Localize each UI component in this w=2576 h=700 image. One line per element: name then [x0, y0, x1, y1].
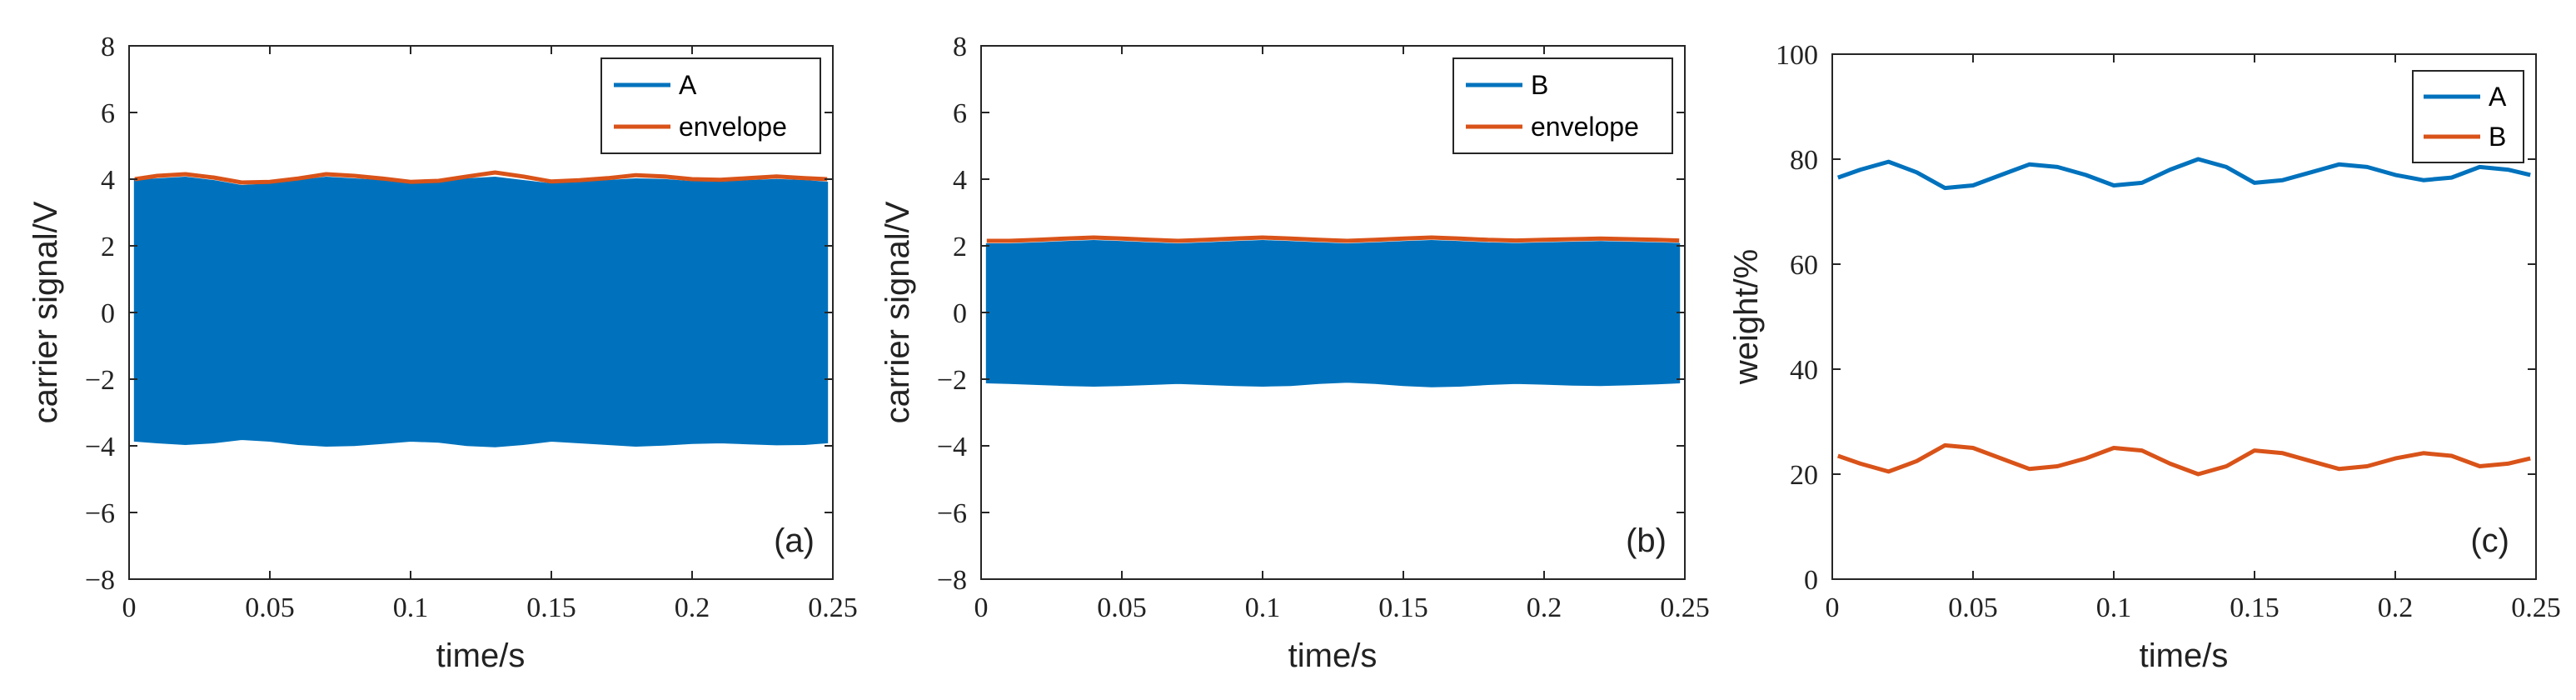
panel-c-legend-label-a: A [2489, 82, 2507, 112]
panel-b-ytick-label: 6 [953, 98, 967, 129]
panel-a-label: (a) [774, 522, 815, 559]
panel-a-ytick-label: 2 [101, 232, 115, 262]
panel-a-x-axis-label: time/s [436, 638, 526, 674]
panel-a-ytick-label: 6 [101, 98, 115, 129]
panel-c-x-ticks: 0 0.05 0.1 0.15 0.2 0.25 [1826, 592, 2561, 623]
panel-b-ytick-label: −8 [937, 565, 967, 596]
panel-b-legend-box [1452, 58, 1673, 154]
panel-c-series-b-line [1836, 442, 2531, 477]
panel-c-ytick-label: 60 [1790, 250, 1818, 281]
panel-a-xtick-label: 0.1 [393, 592, 429, 623]
panel-b-plot-area [985, 235, 1681, 388]
panel-a-ytick-label: 8 [101, 32, 115, 62]
panel-a-ytick-label: −2 [85, 365, 115, 396]
panel-c-xtick-label: 0.05 [1948, 592, 1998, 623]
panel-b-legend: B envelope [1452, 58, 1673, 154]
panel-b-xtick-label: 0.05 [1097, 592, 1147, 623]
panel-b-y-ticks: −8 −6 −4 −2 0 2 4 6 8 [937, 32, 967, 596]
panel-a-y-ticks: −8 −6 −4 −2 0 2 4 6 8 [85, 32, 115, 596]
panel-c-legend-label-b: B [2489, 122, 2506, 152]
panel-c-axes-frame [1831, 53, 2537, 580]
panel-b-legend-label-envelope: envelope [1531, 112, 1639, 142]
panel-b-x-axis-label: time/s [1288, 638, 1378, 674]
panel-a-ytick-label: −6 [85, 498, 115, 529]
panel-c-xtick-label: 0.2 [2378, 592, 2414, 623]
panel-a: −8 −6 −4 −2 0 2 4 6 8 0 0.05 0.1 0.15 0.… [27, 32, 858, 674]
panel-c-legend-box [2412, 70, 2524, 163]
panel-b-ytick-label: −2 [937, 365, 967, 396]
panel-b-xtick-label: 0.2 [1527, 592, 1562, 623]
panel-b-y-axis-label: carrier signal/V [879, 201, 916, 423]
panel-a-legend: A envelope [600, 58, 821, 154]
panel-a-xtick-label: 0.2 [675, 592, 710, 623]
panel-b-xtick-label: 0.25 [1660, 592, 1710, 623]
panel-a-xtick-label: 0 [122, 592, 137, 623]
panel-a-x-ticks: 0 0.05 0.1 0.15 0.2 0.25 [122, 592, 858, 623]
panel-a-legend-box [600, 58, 821, 154]
panel-c-plot-area [1836, 157, 2531, 477]
panel-a-ytick-label: −4 [85, 432, 115, 462]
panel-c-series-a-line [1836, 157, 2531, 191]
panel-b-ytick-label: 8 [953, 32, 967, 62]
panel-b-xtick-label: 0 [974, 592, 989, 623]
panel-b-series-envelope-line [986, 235, 1680, 243]
panel-c-ytick-label: 0 [1804, 565, 1818, 596]
panel-b-xtick-label: 0.15 [1378, 592, 1428, 623]
panel-c-ytick-label: 20 [1790, 460, 1818, 491]
panel-c-y-axis-label: weight/% [1728, 249, 1765, 385]
panel-b-ytick-label: 4 [953, 165, 967, 196]
panel-b-xtick-label: 0.1 [1245, 592, 1281, 623]
panel-c-ytick-label: 80 [1790, 145, 1818, 176]
panel-b-ytick-label: −4 [937, 432, 967, 462]
panel-a-xtick-label: 0.05 [245, 592, 295, 623]
panel-a-legend-label-envelope: envelope [679, 112, 787, 142]
panel-c-y-ticks: 0 20 40 60 80 100 [1776, 40, 1818, 596]
panel-c-ytick-label: 40 [1790, 355, 1818, 386]
panel-a-xtick-label: 0.25 [808, 592, 858, 623]
panel-b-label: (b) [1626, 522, 1667, 559]
panel-a-ytick-label: 4 [101, 165, 115, 196]
panel-c-xtick-label: 0.25 [2511, 592, 2561, 623]
panel-c-xtick-label: 0 [1826, 592, 1840, 623]
panel-c-legend: A B [2412, 70, 2524, 163]
panel-c-xtick-label: 0.15 [2230, 592, 2280, 623]
panel-a-y-axis-label: carrier signal/V [27, 201, 64, 423]
panel-b-legend-label-b: B [1531, 70, 1548, 100]
panel-b-ytick-label: 2 [953, 232, 967, 262]
panel-b-ytick-label: −6 [937, 498, 967, 529]
panel-c-x-axis-label: time/s [2140, 638, 2229, 674]
panel-a-legend-label-a: A [679, 70, 697, 100]
panel-a-xtick-label: 0.15 [526, 592, 576, 623]
panel-a-plot-area [133, 170, 829, 448]
panel-c-label: (c) [2470, 522, 2509, 559]
panel-b-x-ticks: 0 0.05 0.1 0.15 0.2 0.25 [974, 592, 1710, 623]
panel-b-ytick-label: 0 [953, 298, 967, 329]
panel-a-ytick-label: −8 [85, 565, 115, 596]
panel-a-series-envelope-line [134, 170, 828, 185]
panel-b: −8 −6 −4 −2 0 2 4 6 8 0 0.05 0.1 0.15 0.… [879, 32, 1710, 674]
panel-a-series-a-band [133, 176, 829, 448]
panel-b-series-b-band [985, 239, 1681, 388]
panel-c-ytick-label: 100 [1776, 40, 1818, 71]
panel-c-xtick-label: 0.1 [2096, 592, 2132, 623]
panel-c: 0 20 40 60 80 100 0 0.05 0.1 0.15 0.2 0.… [1728, 40, 2561, 674]
panel-a-ytick-label: 0 [101, 298, 115, 329]
